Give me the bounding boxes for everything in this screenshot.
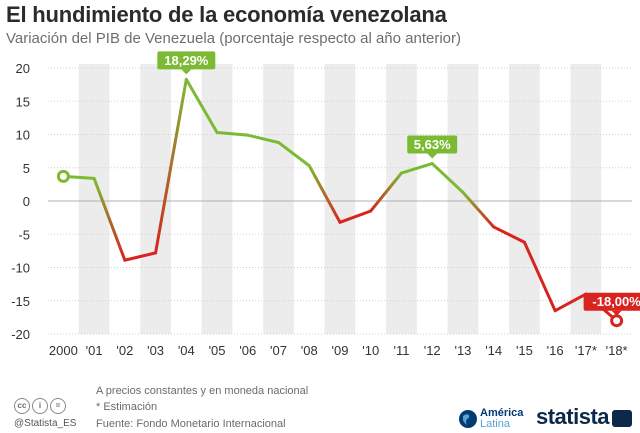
source-note: Fuente: Fondo Monetario Internacional bbox=[96, 418, 286, 430]
line-segment bbox=[215, 131, 250, 137]
x-tick-label: '09 bbox=[332, 343, 349, 358]
callout-label: -18,00% bbox=[592, 294, 640, 309]
line-segment bbox=[92, 176, 127, 262]
x-tick-label: '01 bbox=[86, 343, 103, 358]
line-segment bbox=[154, 77, 188, 255]
x-tick-label: '11 bbox=[393, 343, 409, 358]
nd-icon: = bbox=[50, 398, 66, 414]
value-callout: 18,29% bbox=[157, 51, 216, 75]
y-tick-label: -10 bbox=[11, 261, 30, 276]
y-tick-label: -15 bbox=[11, 294, 30, 309]
column-band bbox=[78, 64, 110, 334]
line-segment bbox=[307, 164, 342, 224]
footnote-estimate: * Estimación bbox=[96, 401, 158, 413]
globe-icon bbox=[459, 410, 477, 428]
y-tick-label: 15 bbox=[16, 94, 30, 109]
callout-pointer bbox=[611, 310, 622, 316]
line-segment bbox=[338, 209, 373, 224]
y-tick-label: 5 bbox=[23, 161, 30, 176]
x-tick-label: '02 bbox=[116, 343, 133, 358]
column-band bbox=[263, 64, 294, 334]
x-tick-label: '06 bbox=[239, 343, 256, 358]
x-tick-label: '15 bbox=[516, 343, 533, 358]
x-tick-label: '14 bbox=[485, 343, 502, 358]
line-segment bbox=[553, 292, 588, 313]
line-segment bbox=[399, 162, 434, 175]
line-segment bbox=[123, 251, 158, 262]
x-tick-label: '07 bbox=[270, 343, 287, 358]
column-band bbox=[570, 64, 602, 334]
line-chart: 20 15 10 5 0 -5 -10 -15 -20 2000 '01 '02 '03 '04 '05 '… bbox=[11, 51, 640, 358]
line-segment bbox=[522, 240, 557, 313]
value-callout: -18,00% bbox=[583, 292, 640, 316]
line-segment bbox=[492, 225, 526, 244]
column-band bbox=[447, 64, 479, 334]
callout-label: 5,63% bbox=[414, 137, 451, 152]
partner-name-line2: Latina bbox=[480, 418, 510, 430]
endpoint-marker bbox=[56, 169, 70, 183]
statista-logo[interactable]: statista bbox=[536, 404, 610, 429]
x-tick-label: '16 bbox=[547, 343, 564, 358]
partner-name-line1: América bbox=[480, 407, 524, 419]
footnote-prices: A precios constantes y en moneda naciona… bbox=[96, 385, 309, 397]
cc-icon: cc bbox=[14, 398, 30, 414]
column-band bbox=[509, 64, 540, 334]
y-tick-label: -5 bbox=[18, 227, 30, 242]
chart-subtitle: Variación del PIB de Venezuela (porcenta… bbox=[6, 30, 462, 47]
callout-pointer bbox=[427, 153, 438, 159]
x-tick-label: '13 bbox=[454, 343, 471, 358]
twitter-handle[interactable]: @Statista_ES bbox=[14, 418, 77, 429]
x-tick-label: 2000 bbox=[49, 343, 78, 358]
callout-box bbox=[407, 135, 458, 154]
line-segment bbox=[246, 133, 281, 144]
y-tick-label: 0 bbox=[23, 194, 30, 209]
x-tick-label: '03 bbox=[147, 343, 164, 358]
line-segment bbox=[184, 77, 219, 135]
callout-box bbox=[583, 292, 640, 311]
statista-logo-icon bbox=[612, 410, 632, 427]
x-tick-label: '10 bbox=[362, 343, 379, 358]
callout-box bbox=[157, 51, 216, 70]
x-tick-label: '12 bbox=[424, 343, 441, 358]
line-segment bbox=[369, 171, 403, 213]
license-icons[interactable]: cc i = bbox=[14, 398, 66, 414]
line-segment bbox=[461, 190, 496, 229]
chart-title: El hundimiento de la economía venezolana bbox=[6, 2, 447, 27]
x-tick-label: '17* bbox=[575, 343, 597, 358]
y-tick-label: 20 bbox=[16, 61, 30, 76]
x-tick-label: '04 bbox=[178, 343, 195, 358]
x-tick-label: '08 bbox=[301, 343, 318, 358]
y-tick-label: 10 bbox=[16, 128, 30, 143]
x-tick-label: '18* bbox=[606, 343, 628, 358]
endpoint-marker bbox=[610, 314, 624, 328]
callout-pointer bbox=[181, 69, 192, 75]
line-segment bbox=[430, 162, 465, 194]
y-tick-label: -20 bbox=[11, 327, 30, 342]
column-band bbox=[201, 64, 233, 334]
column-band bbox=[324, 64, 356, 334]
x-tick-label: '05 bbox=[209, 343, 226, 358]
line-segment bbox=[277, 140, 311, 168]
callout-label: 18,29% bbox=[164, 53, 209, 68]
value-callout: 5,63% bbox=[407, 135, 458, 159]
america-latina-logo[interactable]: América Latina bbox=[458, 408, 523, 430]
by-icon: i bbox=[32, 398, 48, 414]
column-band bbox=[386, 64, 417, 334]
